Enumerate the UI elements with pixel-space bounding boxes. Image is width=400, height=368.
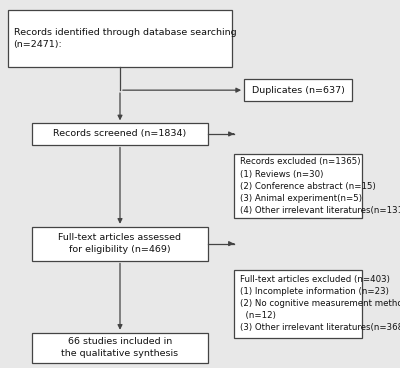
FancyBboxPatch shape	[8, 10, 232, 67]
Text: Records screened (n=1834): Records screened (n=1834)	[53, 130, 187, 138]
FancyBboxPatch shape	[234, 154, 362, 219]
Text: Full-text articles excluded (n=403)
(1) Incomplete information (n=23)
(2) No cog: Full-text articles excluded (n=403) (1) …	[240, 275, 400, 332]
Text: Duplicates (n=637): Duplicates (n=637)	[252, 86, 344, 95]
FancyBboxPatch shape	[32, 333, 208, 363]
FancyBboxPatch shape	[234, 269, 362, 338]
FancyBboxPatch shape	[32, 227, 208, 261]
Text: Records identified through database searching
(n=2471):: Records identified through database sear…	[14, 28, 236, 49]
FancyBboxPatch shape	[244, 79, 352, 101]
Text: 66 studies included in
the qualitative synthesis: 66 studies included in the qualitative s…	[62, 337, 178, 358]
FancyBboxPatch shape	[32, 123, 208, 145]
Text: Full-text articles assessed
for eligibility (n=469): Full-text articles assessed for eligibil…	[58, 233, 182, 254]
Text: Records excluded (n=1365)
(1) Reviews (n=30)
(2) Conference abstract (n=15)
(3) : Records excluded (n=1365) (1) Reviews (n…	[240, 158, 400, 215]
